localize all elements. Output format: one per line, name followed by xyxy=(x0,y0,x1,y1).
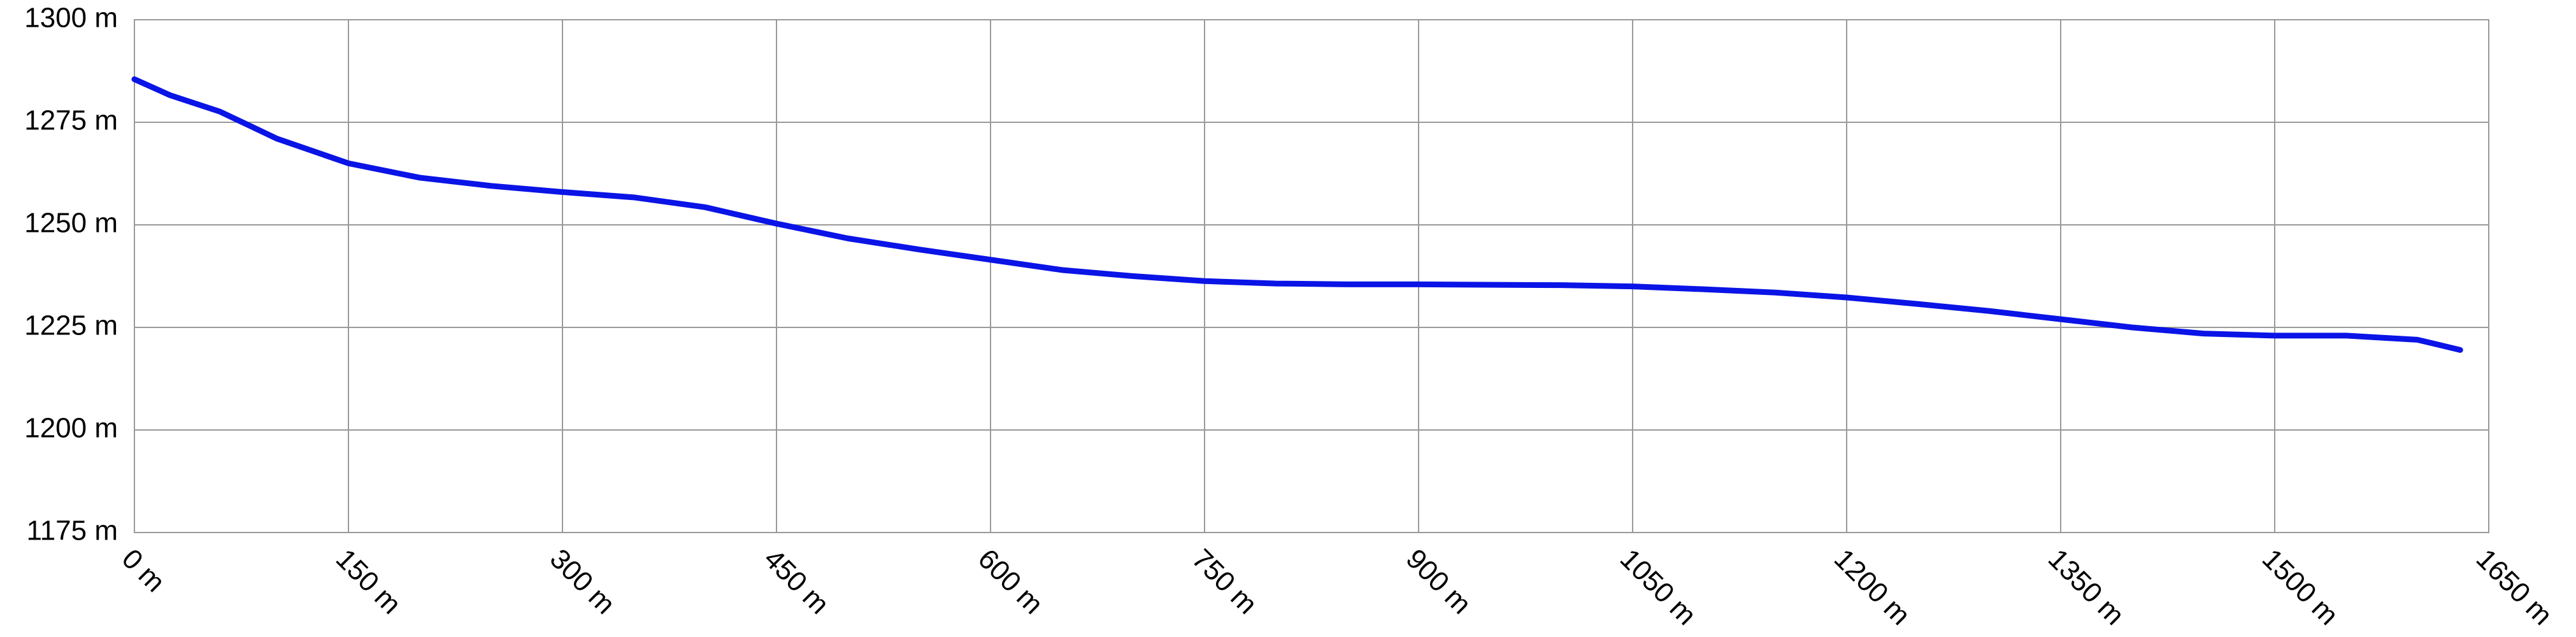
x-tick-label: 450 m xyxy=(758,543,835,620)
x-tick-label: 1350 m xyxy=(2042,543,2130,631)
y-tick-label: 1175 m xyxy=(27,515,118,547)
x-tick-label: 1200 m xyxy=(1828,543,1916,631)
x-tick-label: 900 m xyxy=(1400,543,1477,620)
plot-area xyxy=(134,19,2489,533)
y-tick-label: 1300 m xyxy=(24,3,118,34)
y-tick-label: 1250 m xyxy=(24,208,118,239)
y-tick-label: 1225 m xyxy=(24,310,118,341)
x-tick-label: 750 m xyxy=(1186,543,1263,620)
y-tick-label: 1275 m xyxy=(24,105,118,136)
x-tick-label: 1650 m xyxy=(2470,543,2558,631)
x-tick-label: 1500 m xyxy=(2256,543,2344,631)
x-tick-label: 600 m xyxy=(972,543,1049,620)
x-tick-label: 150 m xyxy=(330,543,407,620)
x-tick-label: 1050 m xyxy=(1614,543,1702,631)
x-tick-label: 300 m xyxy=(544,543,621,620)
y-tick-label: 1200 m xyxy=(24,413,118,444)
line-series xyxy=(131,76,2463,353)
x-tick-label: 0 m xyxy=(116,543,171,598)
